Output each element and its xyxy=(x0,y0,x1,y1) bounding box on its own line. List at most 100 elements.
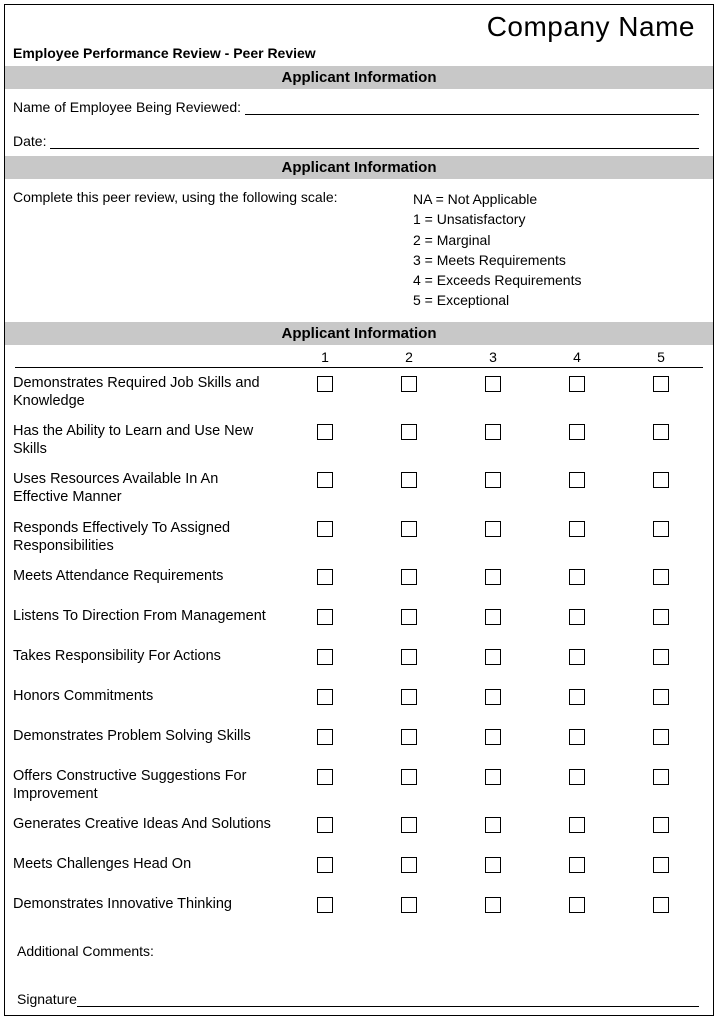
rating-checkbox[interactable] xyxy=(485,649,501,665)
rating-checkbox[interactable] xyxy=(653,472,669,488)
date-input-line[interactable] xyxy=(50,135,699,149)
rating-checkbox[interactable] xyxy=(485,689,501,705)
rating-checkbox[interactable] xyxy=(401,857,417,873)
rating-item-label: Demonstrates Innovative Thinking xyxy=(13,895,283,913)
rating-check-cell xyxy=(535,519,619,537)
rating-checkbox[interactable] xyxy=(317,817,333,833)
rating-checkbox[interactable] xyxy=(401,729,417,745)
rating-checkbox[interactable] xyxy=(569,472,585,488)
rating-checkbox[interactable] xyxy=(653,857,669,873)
rating-checkbox[interactable] xyxy=(569,857,585,873)
rating-col-3: 3 xyxy=(451,349,535,367)
rating-check-cell xyxy=(619,767,703,785)
rating-row: Meets Challenges Head On xyxy=(5,849,713,889)
rating-checkbox[interactable] xyxy=(401,897,417,913)
rating-row: Responds Effectively To Assigned Respons… xyxy=(5,513,713,561)
rating-row: Takes Responsibility For Actions xyxy=(5,641,713,681)
rating-checkbox[interactable] xyxy=(485,569,501,585)
signature-input-line[interactable] xyxy=(77,995,699,1007)
rating-checkbox[interactable] xyxy=(653,817,669,833)
rating-checkbox[interactable] xyxy=(317,424,333,440)
rating-checkbox[interactable] xyxy=(569,521,585,537)
rating-check-cell xyxy=(535,607,619,625)
rating-checkbox[interactable] xyxy=(653,609,669,625)
rating-checkbox[interactable] xyxy=(401,769,417,785)
rating-check-cell xyxy=(535,727,619,745)
rating-item-label: Meets Attendance Requirements xyxy=(13,567,283,585)
rating-checkbox[interactable] xyxy=(569,569,585,585)
rating-check-cell xyxy=(367,855,451,873)
rating-checkbox[interactable] xyxy=(485,729,501,745)
rating-checkbox[interactable] xyxy=(569,376,585,392)
rating-row: Listens To Direction From Management xyxy=(5,601,713,641)
rating-checkbox[interactable] xyxy=(485,521,501,537)
rating-check-cell xyxy=(283,895,367,913)
rating-checkbox[interactable] xyxy=(317,857,333,873)
rating-checkbox[interactable] xyxy=(653,649,669,665)
rating-checkbox[interactable] xyxy=(653,569,669,585)
rating-checkbox[interactable] xyxy=(317,472,333,488)
scale-line: 3 = Meets Requirements xyxy=(413,250,581,270)
rating-check-cell xyxy=(283,727,367,745)
rating-checkbox[interactable] xyxy=(485,769,501,785)
rating-checkbox[interactable] xyxy=(485,609,501,625)
rating-checkbox[interactable] xyxy=(317,521,333,537)
rating-checkbox[interactable] xyxy=(401,689,417,705)
rating-checkbox[interactable] xyxy=(653,729,669,745)
rating-checkbox[interactable] xyxy=(401,649,417,665)
rating-checkbox[interactable] xyxy=(653,376,669,392)
rating-checkbox[interactable] xyxy=(401,424,417,440)
scale-line: 2 = Marginal xyxy=(413,230,581,250)
rating-checkbox[interactable] xyxy=(653,689,669,705)
rating-item-label: Meets Challenges Head On xyxy=(13,855,283,873)
rating-checkbox[interactable] xyxy=(485,817,501,833)
rating-checkbox[interactable] xyxy=(317,897,333,913)
rating-checkbox[interactable] xyxy=(485,424,501,440)
rating-checkbox[interactable] xyxy=(317,569,333,585)
rating-check-cell xyxy=(535,895,619,913)
rating-checkbox[interactable] xyxy=(569,424,585,440)
rating-check-cell xyxy=(535,470,619,488)
rating-checkbox[interactable] xyxy=(653,424,669,440)
rating-checkbox[interactable] xyxy=(317,729,333,745)
rating-checkbox[interactable] xyxy=(569,609,585,625)
rating-checkbox[interactable] xyxy=(317,649,333,665)
rating-checkbox[interactable] xyxy=(569,817,585,833)
rating-check-cell xyxy=(619,607,703,625)
additional-comments-label: Additional Comments: xyxy=(5,929,713,963)
rating-checkbox[interactable] xyxy=(569,769,585,785)
rating-checkbox[interactable] xyxy=(485,376,501,392)
rating-check-cell xyxy=(535,815,619,833)
rating-checkbox[interactable] xyxy=(569,729,585,745)
rating-col-4: 4 xyxy=(535,349,619,367)
scale-line: 1 = Unsatisfactory xyxy=(413,209,581,229)
rating-check-cell xyxy=(451,567,535,585)
rating-checkbox[interactable] xyxy=(485,857,501,873)
section-applicant-info-3: Applicant Information xyxy=(5,321,713,345)
rating-checkbox[interactable] xyxy=(569,897,585,913)
rating-checkbox[interactable] xyxy=(653,769,669,785)
rating-checkbox[interactable] xyxy=(401,817,417,833)
rating-check-cell xyxy=(367,422,451,440)
rating-checkbox[interactable] xyxy=(485,472,501,488)
rating-row: Generates Creative Ideas And Solutions xyxy=(5,809,713,849)
rating-checkbox[interactable] xyxy=(317,609,333,625)
rating-checkbox[interactable] xyxy=(653,897,669,913)
rating-check-cell xyxy=(367,647,451,665)
rating-checkbox[interactable] xyxy=(401,376,417,392)
rating-checkbox[interactable] xyxy=(401,521,417,537)
rating-checkbox[interactable] xyxy=(317,769,333,785)
scale-line: 4 = Exceeds Requirements xyxy=(413,270,581,290)
rating-checkbox[interactable] xyxy=(569,689,585,705)
rating-checkbox[interactable] xyxy=(569,649,585,665)
rating-checkbox[interactable] xyxy=(401,472,417,488)
employee-name-input-line[interactable] xyxy=(245,101,699,115)
rating-checkbox[interactable] xyxy=(653,521,669,537)
rating-checkbox[interactable] xyxy=(401,609,417,625)
rating-checkbox[interactable] xyxy=(317,376,333,392)
rating-checkbox[interactable] xyxy=(401,569,417,585)
rating-row: Demonstrates Innovative Thinking xyxy=(5,889,713,929)
rating-check-cell xyxy=(367,607,451,625)
rating-checkbox[interactable] xyxy=(317,689,333,705)
rating-checkbox[interactable] xyxy=(485,897,501,913)
